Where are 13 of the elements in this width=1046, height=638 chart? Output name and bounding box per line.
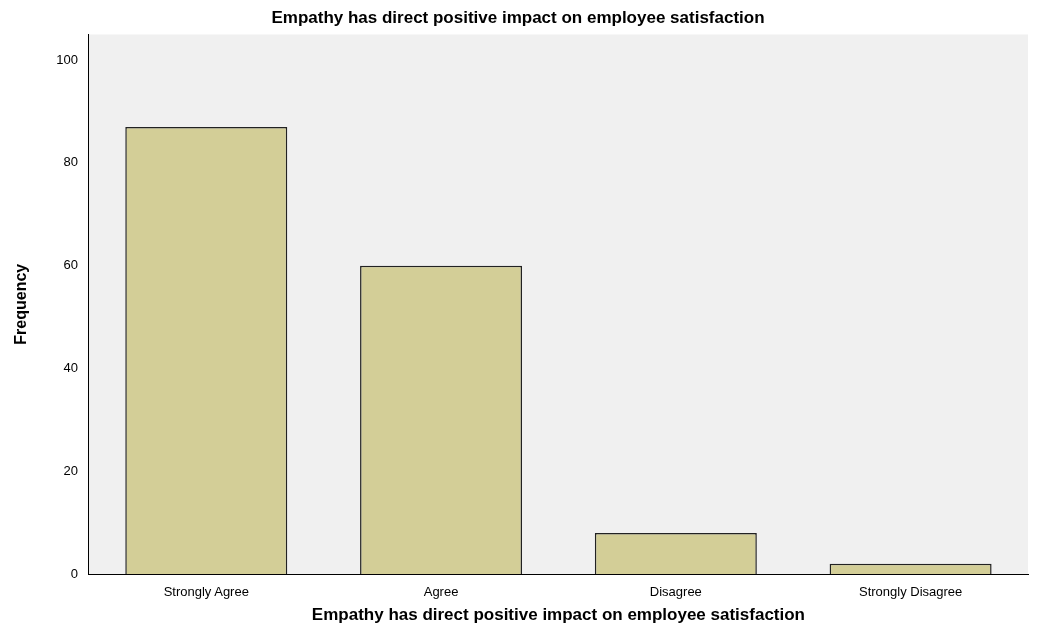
- x-tick-label: Disagree: [649, 584, 702, 600]
- y-tick-label: 40: [63, 360, 78, 376]
- y-tick-label: 80: [63, 154, 78, 170]
- y-tick-label: 60: [63, 257, 78, 273]
- x-tick-label: Strongly Disagree: [858, 584, 963, 600]
- y-tick-label: 20: [63, 462, 78, 478]
- y-tick-label: 0: [70, 565, 78, 581]
- x-axis-title: Empathy has direct positive impact on employee satisfaction: [311, 605, 806, 625]
- x-tick-label: Strongly Agree: [163, 584, 249, 600]
- y-tick-label: 100: [56, 51, 78, 67]
- y-axis-title: Frequency: [12, 263, 30, 345]
- chart-title: Empathy has direct positive impact on employee satisfaction: [271, 7, 765, 27]
- x-tick-label: Agree: [423, 584, 459, 600]
